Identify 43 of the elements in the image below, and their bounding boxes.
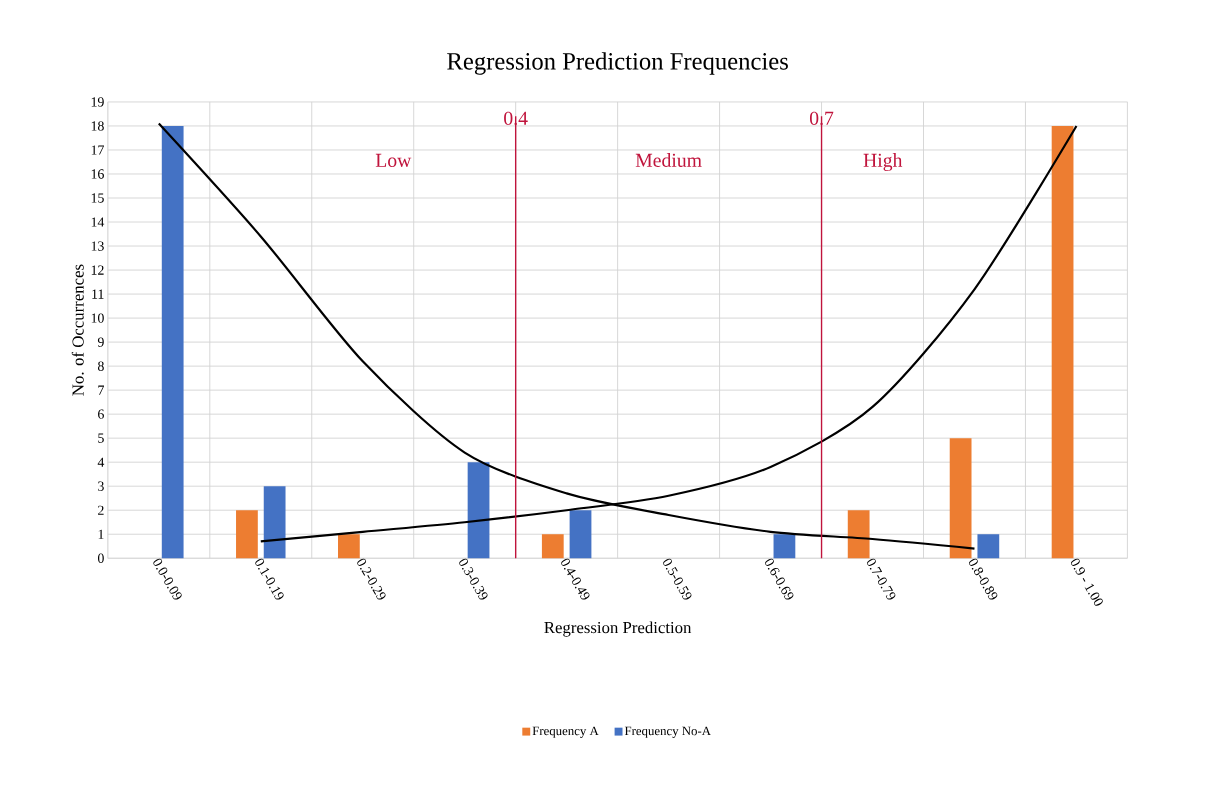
y-tick-label: 9	[97, 337, 104, 347]
legend-label: Frequency No-A	[624, 726, 711, 738]
bar	[977, 534, 1000, 559]
y-tick-label: 4	[97, 457, 105, 467]
y-tick-label: 8	[97, 361, 104, 371]
x-tick-label: 0.9 - 1.00	[1070, 558, 1103, 606]
legend-label: Frequency A	[532, 726, 599, 738]
annotation: 0.7	[809, 111, 834, 126]
bar	[541, 534, 564, 559]
y-tick-label: 3	[98, 481, 104, 491]
y-tick-label: 7	[98, 385, 104, 395]
annotation: Low	[375, 153, 412, 168]
y-tick-label: 13	[91, 241, 104, 251]
x-axis-title: Regression Prediction	[544, 621, 692, 637]
y-tick-label: 14	[91, 217, 105, 227]
bar	[161, 126, 184, 559]
bar	[949, 438, 972, 559]
bar	[236, 510, 258, 559]
annotation: Medium	[635, 153, 702, 168]
y-tick-label: 11	[92, 289, 104, 299]
bar	[773, 534, 796, 559]
bar	[467, 462, 490, 559]
y-tick-label: 19	[91, 97, 104, 107]
y-tick-label: 10	[91, 313, 104, 323]
y-axis-title: No. of Occurrences	[71, 264, 84, 396]
bar	[263, 486, 286, 559]
bar	[569, 510, 592, 559]
bar	[847, 510, 870, 559]
y-tick-label: 18	[91, 121, 104, 131]
y-tick-label: 15	[91, 193, 104, 203]
y-tick-label: 0	[97, 553, 104, 563]
y-tick-label: 5	[98, 433, 104, 443]
y-tick-label: 2	[98, 505, 104, 515]
bar	[337, 534, 360, 559]
bar	[1051, 126, 1074, 559]
y-tick-label: 1	[98, 529, 104, 539]
chart-title: Regression Prediction Frequencies	[447, 52, 788, 75]
y-tick-label: 12	[91, 265, 104, 275]
y-tick-label: 16	[91, 169, 104, 179]
annotation: High	[863, 153, 903, 172]
annotation: 0.4	[504, 111, 528, 126]
y-tick-label: 17	[91, 145, 104, 155]
y-tick-label: 6	[98, 409, 104, 419]
